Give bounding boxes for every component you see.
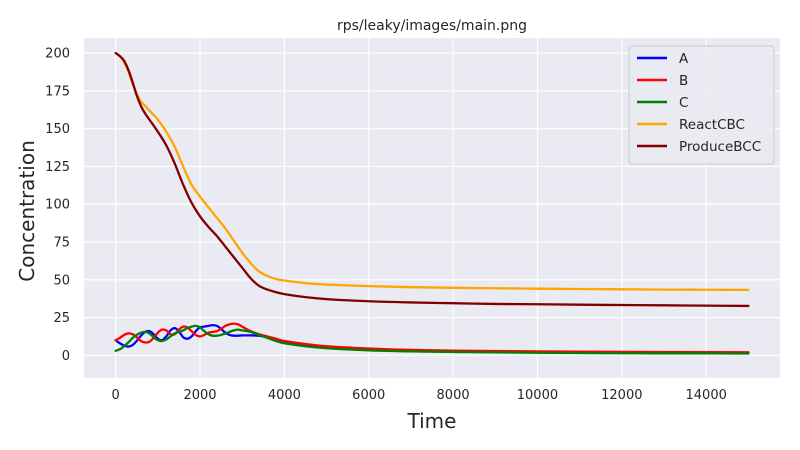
x-tick-label: 12000 (601, 388, 642, 403)
y-tick-label: 175 (45, 84, 70, 99)
series-line-reactcbc (114, 51, 750, 292)
y-tick-label: 125 (45, 160, 70, 175)
legend-box (628, 45, 775, 165)
legend-label: C (679, 95, 688, 111)
series-layer (114, 51, 750, 355)
x-tick-label: 4000 (268, 388, 301, 403)
y-axis-title: Concentration (15, 140, 39, 281)
legend: ABC ReactCBC ProduceBCC (628, 45, 775, 165)
series-line-producebcc (114, 51, 750, 308)
y-tick-label: 0 (62, 349, 70, 364)
legend-label: ReactCBC (679, 117, 745, 133)
y-tick-label: 50 (53, 273, 70, 288)
series-line-b (114, 322, 750, 354)
series-line-c (114, 324, 750, 355)
x-tick-label: 0 (111, 388, 119, 403)
x-axis-ticks: 0 2000 4000 6000 8000 10000 12000 14000 (111, 388, 726, 403)
chart-title: rps/leaky/images/main.png (337, 18, 527, 34)
x-tick-label: 6000 (352, 388, 385, 403)
y-tick-label: 150 (45, 122, 70, 137)
legend-label: ProduceBCC (679, 139, 761, 155)
legend-label: B (679, 73, 688, 89)
y-tick-label: 200 (45, 47, 70, 62)
x-tick-label: 14000 (686, 388, 727, 403)
y-tick-label: 75 (53, 236, 70, 251)
y-tick-label: 25 (53, 311, 70, 326)
x-axis-title: Time (407, 409, 457, 433)
x-tick-label: 8000 (437, 388, 470, 403)
legend-label: A (679, 51, 689, 67)
y-tick-label: 100 (45, 198, 70, 213)
x-tick-label: 10000 (517, 388, 558, 403)
x-tick-label: 2000 (183, 388, 216, 403)
y-axis-ticks: 0 25 50 75 100 125 150 175 200 (45, 47, 70, 364)
